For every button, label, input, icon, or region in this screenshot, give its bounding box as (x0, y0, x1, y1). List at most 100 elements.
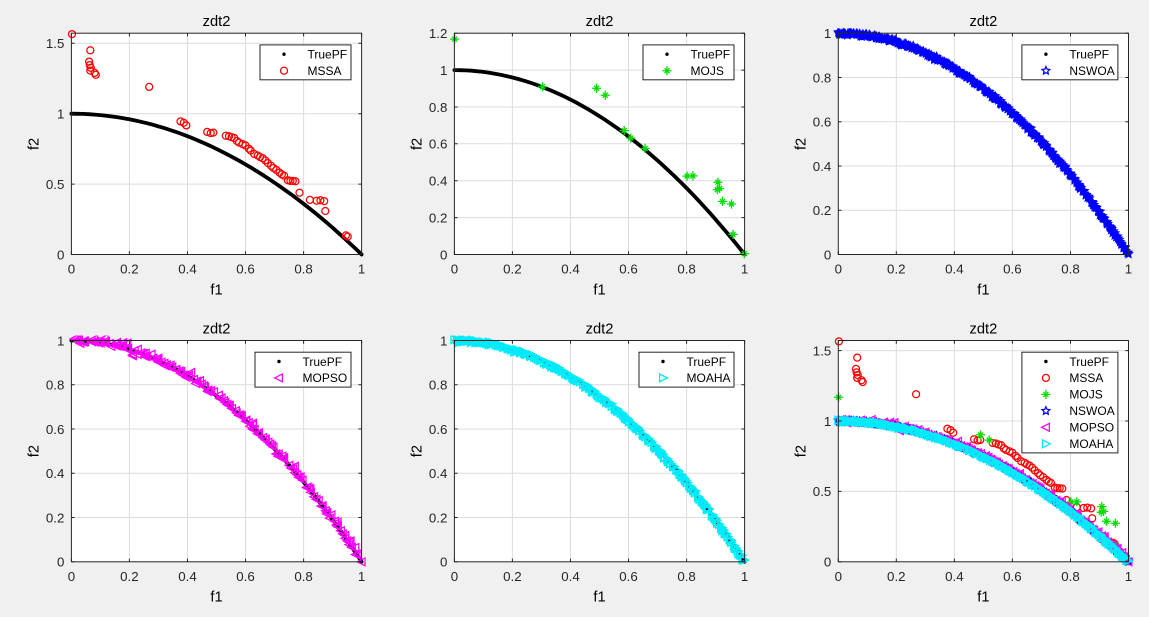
svg-text:MOJS: MOJS (1069, 388, 1102, 402)
svg-text:0.8: 0.8 (677, 262, 696, 277)
svg-text:0.6: 0.6 (429, 137, 448, 152)
svg-text:0.2: 0.2 (813, 203, 832, 218)
svg-text:MOAHA: MOAHA (687, 371, 731, 385)
svg-text:NSWOA: NSWOA (1069, 64, 1114, 78)
svg-text:0: 0 (68, 262, 75, 277)
svg-text:0.2: 0.2 (120, 569, 139, 584)
svg-text:zdt2: zdt2 (586, 322, 614, 338)
svg-text:0: 0 (824, 555, 831, 570)
svg-text:f1: f1 (593, 590, 605, 606)
svg-text:0.8: 0.8 (429, 378, 448, 393)
svg-text:1: 1 (57, 107, 64, 122)
svg-text:0.8: 0.8 (1061, 569, 1080, 584)
svg-text:0.8: 0.8 (294, 262, 313, 277)
svg-text:1: 1 (741, 569, 748, 584)
svg-text:TruePF: TruePF (308, 48, 348, 62)
svg-text:0: 0 (68, 569, 75, 584)
svg-text:TruePF: TruePF (687, 355, 727, 369)
svg-text:0: 0 (57, 247, 64, 262)
svg-text:0.4: 0.4 (813, 159, 832, 174)
svg-text:0.2: 0.2 (120, 262, 139, 277)
svg-text:0.6: 0.6 (1003, 569, 1022, 584)
svg-text:f1: f1 (977, 590, 989, 606)
svg-text:0.6: 0.6 (236, 569, 255, 584)
svg-text:0.2: 0.2 (429, 210, 448, 225)
svg-text:zdt2: zdt2 (203, 322, 231, 338)
svg-text:0.2: 0.2 (887, 569, 906, 584)
svg-text:0.4: 0.4 (945, 262, 964, 277)
svg-text:f1: f1 (593, 282, 605, 298)
svg-text:0.8: 0.8 (294, 569, 313, 584)
svg-text:f2: f2 (793, 138, 809, 150)
svg-text:zdt2: zdt2 (203, 14, 231, 30)
svg-text:0.2: 0.2 (503, 569, 522, 584)
svg-text:0.4: 0.4 (561, 569, 580, 584)
svg-text:0.5: 0.5 (813, 484, 832, 499)
svg-text:0.4: 0.4 (178, 569, 197, 584)
svg-text:zdt2: zdt2 (586, 14, 614, 30)
svg-text:0.8: 0.8 (813, 70, 832, 85)
svg-text:TruePF: TruePF (1069, 48, 1109, 62)
svg-text:0: 0 (824, 247, 831, 262)
svg-text:1: 1 (1125, 262, 1132, 277)
svg-text:0.8: 0.8 (46, 378, 65, 393)
svg-text:f2: f2 (409, 138, 425, 150)
svg-text:0.8: 0.8 (677, 569, 696, 584)
svg-text:0.4: 0.4 (945, 569, 964, 584)
svg-text:NSWOA: NSWOA (1069, 404, 1114, 418)
svg-text:1: 1 (824, 414, 831, 429)
svg-text:f2: f2 (26, 138, 42, 150)
svg-text:0.6: 0.6 (46, 422, 65, 437)
svg-text:0.2: 0.2 (46, 510, 65, 525)
svg-text:1.5: 1.5 (813, 343, 832, 358)
svg-text:0: 0 (451, 569, 458, 584)
svg-text:1: 1 (741, 262, 748, 277)
svg-text:0.5: 0.5 (46, 177, 65, 192)
svg-text:0: 0 (440, 555, 447, 570)
svg-text:0.4: 0.4 (429, 174, 448, 189)
svg-text:TruePF: TruePF (691, 48, 731, 62)
svg-text:f1: f1 (977, 282, 989, 298)
svg-text:TruePF: TruePF (1069, 355, 1109, 369)
svg-text:MOPSO: MOPSO (303, 371, 348, 385)
svg-text:0.4: 0.4 (561, 262, 580, 277)
svg-text:0.8: 0.8 (1061, 262, 1080, 277)
svg-text:0.6: 0.6 (1003, 262, 1022, 277)
svg-text:0: 0 (835, 569, 842, 584)
svg-text:0: 0 (835, 262, 842, 277)
svg-text:f2: f2 (409, 445, 425, 457)
svg-text:1: 1 (440, 333, 447, 348)
svg-text:1: 1 (358, 262, 365, 277)
svg-text:0.2: 0.2 (887, 262, 906, 277)
svg-text:f1: f1 (210, 282, 222, 298)
svg-text:0.6: 0.6 (619, 569, 638, 584)
svg-text:f1: f1 (210, 590, 222, 606)
svg-text:MOJS: MOJS (691, 64, 724, 78)
svg-text:0.6: 0.6 (813, 115, 832, 130)
svg-text:0.6: 0.6 (619, 262, 638, 277)
svg-text:f2: f2 (26, 445, 42, 457)
svg-text:0: 0 (451, 262, 458, 277)
svg-text:TruePF: TruePF (303, 355, 343, 369)
svg-text:0.6: 0.6 (429, 422, 448, 437)
svg-text:zdt2: zdt2 (970, 14, 998, 30)
svg-text:0.2: 0.2 (429, 510, 448, 525)
svg-text:0: 0 (440, 247, 447, 262)
svg-text:MSSA: MSSA (1069, 371, 1103, 385)
svg-text:0.4: 0.4 (178, 262, 197, 277)
svg-text:1: 1 (57, 333, 64, 348)
svg-text:0.6: 0.6 (236, 262, 255, 277)
svg-text:1: 1 (358, 569, 365, 584)
svg-text:MOAHA: MOAHA (1069, 437, 1113, 451)
svg-text:1: 1 (824, 26, 831, 41)
svg-text:0.8: 0.8 (429, 100, 448, 115)
svg-text:MSSA: MSSA (308, 64, 342, 78)
svg-text:1.5: 1.5 (46, 36, 65, 51)
svg-text:MOPSO: MOPSO (1069, 421, 1114, 435)
svg-text:0: 0 (57, 555, 64, 570)
svg-text:1.2: 1.2 (429, 26, 448, 41)
svg-text:0.4: 0.4 (46, 466, 65, 481)
svg-text:0.4: 0.4 (429, 466, 448, 481)
svg-text:zdt2: zdt2 (970, 322, 998, 338)
svg-text:1: 1 (1125, 569, 1132, 584)
